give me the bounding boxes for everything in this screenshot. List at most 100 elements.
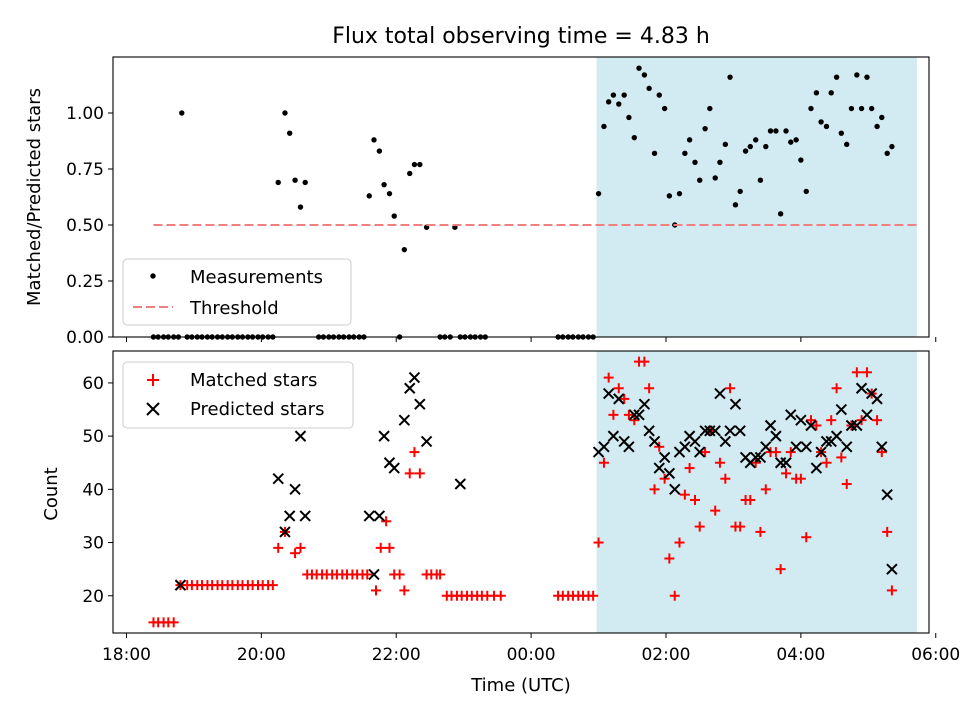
measurements-point — [595, 190, 602, 197]
measurements-point — [868, 105, 875, 112]
measurements-point — [275, 179, 281, 186]
measurements-point — [818, 119, 824, 125]
measurements-point — [626, 114, 632, 121]
measurements-point — [661, 105, 668, 112]
matched-stars-point — [689, 494, 700, 505]
measurements-point — [636, 65, 642, 71]
measurements-point — [798, 157, 804, 163]
predicted-stars-point — [628, 409, 641, 421]
predicted-stars-point — [795, 414, 807, 426]
predicted-stars-point — [283, 510, 296, 522]
bottom-panel: 20 30 40 50 60 18:00 20:00 22:00 00:00 02:00 04:00… — [41, 350, 960, 696]
measurements-point — [286, 130, 293, 136]
measurements-point — [879, 114, 885, 121]
measurements-point — [788, 139, 794, 145]
measurements-point — [621, 92, 627, 98]
predicted-stars-point — [815, 446, 827, 458]
predicted-stars-point — [414, 398, 426, 410]
matched-stars-point — [409, 447, 420, 458]
matched-stars-point — [674, 537, 685, 548]
top-plot-area: 0.00 0.25 0.50 0.75 1.00 — [66, 56, 937, 348]
measurements-point — [828, 90, 834, 96]
bottom-y-tick-label: 40 — [82, 480, 104, 500]
matched-stars-point — [876, 447, 887, 458]
matched-stars-point — [785, 447, 796, 458]
predicted-stars-point — [754, 451, 767, 464]
measurements-point — [803, 188, 809, 195]
measurements-point — [646, 85, 652, 92]
predicted-stars-point — [820, 435, 833, 448]
bottom-plot-area: 20 30 40 50 60 18:00 20:00 22:00 00:00 02:00 04:00… — [82, 350, 960, 665]
predicted-stars-point — [790, 441, 802, 453]
matched-stars-point — [720, 473, 731, 484]
predicted-stars-point — [408, 371, 421, 384]
measurements-point — [692, 159, 698, 165]
predicted-stars-point — [876, 441, 888, 453]
predicted-stars-point — [785, 409, 797, 421]
predicted-stars-point — [648, 435, 661, 448]
predicted-stars-point — [729, 398, 742, 410]
measurements-point — [686, 137, 693, 143]
matched-stars-point — [273, 542, 284, 553]
matched-stars-point — [371, 585, 382, 596]
matched-stars-point — [745, 494, 756, 505]
top-y-tick-label: 0.00 — [66, 328, 104, 348]
matched-stars-point — [644, 383, 655, 394]
matched-stars-point — [399, 585, 410, 596]
measurements-point — [407, 170, 413, 177]
measurements-point — [752, 137, 759, 143]
measurements-legend-marker — [150, 273, 156, 279]
matched-stars-point — [384, 542, 395, 553]
matched-stars-point — [598, 457, 609, 468]
x-tick-label: 02:00 — [641, 645, 690, 665]
measurements-point — [292, 177, 298, 183]
matched-stars-point — [684, 463, 695, 474]
predicted-stars-point — [689, 435, 701, 448]
measurements-point — [808, 105, 814, 112]
matched-stars-point — [267, 580, 278, 591]
measurements-point — [631, 134, 637, 141]
measurements-point — [884, 150, 890, 157]
predicted-stars-point — [368, 568, 380, 581]
predicted-stars-point — [770, 430, 782, 442]
measurements-point — [844, 141, 850, 148]
matched-stars-point — [495, 590, 506, 601]
matched-stars-point — [654, 441, 665, 452]
bottom-legend: Matched stars Predicted stars — [122, 361, 354, 429]
predicted-stars-point — [830, 430, 843, 442]
measurements-point — [401, 246, 408, 253]
measurements-point — [610, 92, 617, 98]
matched-legend-label: Matched stars — [190, 370, 317, 391]
predicted-stars-point — [835, 403, 848, 416]
x-axis-label: Time (UTC) — [470, 675, 571, 696]
measurements-point — [707, 105, 713, 112]
predicted-stars-point — [679, 441, 691, 453]
predicted-legend-label: Predicted stars — [190, 399, 324, 420]
matched-stars-point — [659, 473, 670, 484]
measurements-point — [651, 150, 658, 157]
matched-stars-point — [700, 447, 711, 458]
matched-stars-point — [851, 367, 862, 378]
measurements-point — [282, 110, 288, 116]
top-axes-frame — [112, 56, 930, 338]
predicted-stars-point — [881, 488, 893, 501]
predicted-stars-point — [699, 425, 711, 437]
matched-stars-point — [781, 468, 792, 479]
matched-stars-point — [750, 457, 761, 468]
bottom-shaded-region — [596, 351, 917, 633]
predicted-stars-point — [607, 430, 620, 442]
measurements-point — [874, 123, 880, 130]
predicted-stars-point — [598, 441, 610, 453]
predicted-stars-point — [388, 462, 400, 474]
matched-stars-point — [619, 393, 630, 404]
measurements-point — [763, 143, 769, 150]
predicted-stars-point — [299, 510, 311, 522]
measurements-point — [417, 161, 423, 168]
matched-legend-marker — [147, 374, 159, 386]
measurements-point — [302, 179, 308, 186]
predicted-stars-point — [861, 409, 873, 421]
measurements-legend-label: Measurements — [190, 267, 323, 288]
measurements-point — [411, 161, 418, 168]
measurements-point — [848, 105, 855, 112]
